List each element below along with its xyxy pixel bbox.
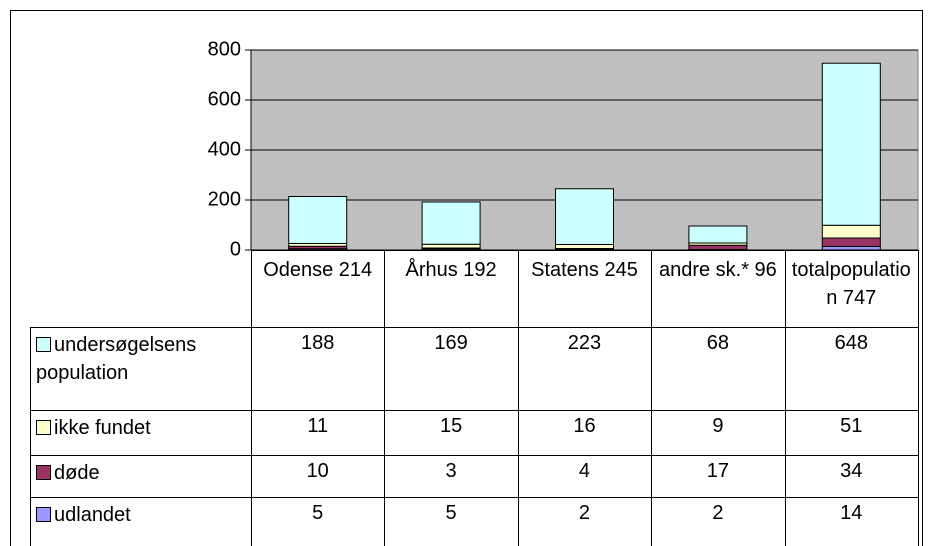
- legend-entry: ikke fundet: [30, 410, 251, 455]
- bar-segment: [688, 225, 748, 244]
- legend-swatch: [36, 337, 51, 352]
- bar-segment: [821, 224, 881, 239]
- legend-label: udlandet: [54, 504, 131, 526]
- table-value: 223: [567, 332, 602, 354]
- table-line: [918, 250, 919, 546]
- y-tick-label: 200: [208, 188, 241, 210]
- table-value: 5: [445, 502, 457, 524]
- category-label: Odense 214: [263, 259, 373, 281]
- category-label: Århus 192: [405, 259, 497, 281]
- legend-entry: udlandet: [30, 497, 251, 546]
- bar-segment: [688, 244, 748, 250]
- table-value: 16: [573, 415, 596, 437]
- table-line: [517, 250, 519, 546]
- bar-segment: [555, 188, 614, 245]
- table-value: 2: [578, 502, 591, 524]
- table-line: [30, 327, 918, 328]
- table-value: 3: [445, 460, 457, 482]
- bar-segment: [288, 196, 348, 244]
- legend-label: døde: [54, 462, 100, 484]
- table-line: [251, 250, 918, 251]
- legend-swatch: [36, 465, 51, 480]
- table-line: [251, 250, 252, 546]
- table-value: 17: [706, 460, 729, 482]
- table-value: 15: [439, 415, 463, 437]
- table-value: 188: [301, 332, 335, 354]
- table-value: 4: [578, 460, 591, 482]
- y-tick-label: 0: [230, 238, 241, 260]
- table-value: 14: [840, 502, 863, 524]
- bar-segment: [555, 244, 614, 249]
- bar-segment: [821, 237, 881, 247]
- table-value: 51: [840, 415, 863, 437]
- table-value: 5: [312, 502, 324, 524]
- bar-segment: [421, 243, 481, 249]
- legend-entry: undersøgelsens population: [30, 327, 251, 410]
- table-value: 9: [712, 415, 724, 437]
- category-label: totalpopulation 747: [791, 259, 911, 309]
- y-tick-label: 600: [208, 88, 241, 110]
- table-line: [30, 327, 31, 546]
- legend-entry: døde: [30, 455, 251, 497]
- bar-segment: [421, 201, 481, 245]
- legend-label: undersøgelsens population: [36, 334, 197, 384]
- table-line: [384, 250, 386, 546]
- table-value: 34: [840, 460, 863, 482]
- bar-segment: [821, 62, 881, 226]
- legend-swatch: [36, 420, 51, 435]
- table-value: 10: [306, 460, 329, 482]
- table-line: [30, 497, 918, 498]
- category-label: Statens 245: [531, 259, 638, 281]
- table-line: [784, 250, 786, 546]
- legend-swatch: [36, 507, 51, 522]
- y-tick-label: 800: [208, 38, 241, 60]
- category-label: andre sk.* 96: [658, 259, 777, 281]
- table-line: [651, 250, 653, 546]
- table-value: 2: [712, 502, 724, 524]
- table-value: 68: [706, 332, 729, 354]
- table-line: [30, 410, 918, 411]
- table-value: 169: [434, 332, 468, 354]
- y-tick-label: 400: [208, 138, 241, 160]
- table-value: 648: [834, 332, 868, 354]
- table-line: [30, 455, 918, 456]
- table-value: 11: [307, 415, 329, 437]
- legend-label: ikke fundet: [54, 417, 151, 439]
- chart-frame: [10, 10, 923, 546]
